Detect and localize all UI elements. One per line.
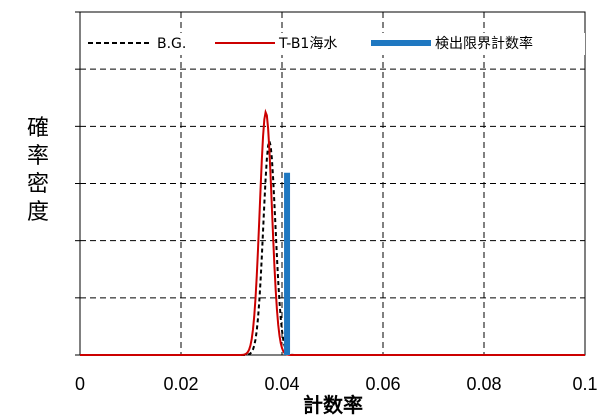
x-tick-label: 0.1 [572, 374, 597, 394]
legend-label-bg: B.G. [157, 36, 186, 52]
x-tick-labels: 0 0.02 0.04 0.06 0.08 0.1 [75, 374, 598, 394]
series-line-sample [80, 108, 585, 356]
x-tick-label: 0.02 [163, 374, 198, 394]
series-layer [80, 108, 585, 356]
y-axis-title-char: 度 [27, 200, 49, 225]
y-axis-title-char: 密 [27, 172, 49, 197]
x-axis-title: 計数率 [303, 393, 363, 417]
x-tick-label: 0.04 [264, 374, 299, 394]
x-tick-label: 0.06 [365, 374, 400, 394]
legend-box [82, 33, 585, 55]
x-tick-label: 0.08 [466, 374, 501, 394]
y-axis-title-char: 確 [27, 116, 49, 141]
grid-lines [75, 11, 585, 356]
y-axis-title-char: 率 [27, 144, 49, 169]
legend-label-limit: 検出限界計数率 [435, 35, 533, 52]
legend-label-sample: T-B1海水 [278, 36, 337, 52]
x-tick-label: 0 [75, 374, 85, 394]
legend: B.G. T-B1海水 検出限界計数率 [82, 33, 585, 55]
